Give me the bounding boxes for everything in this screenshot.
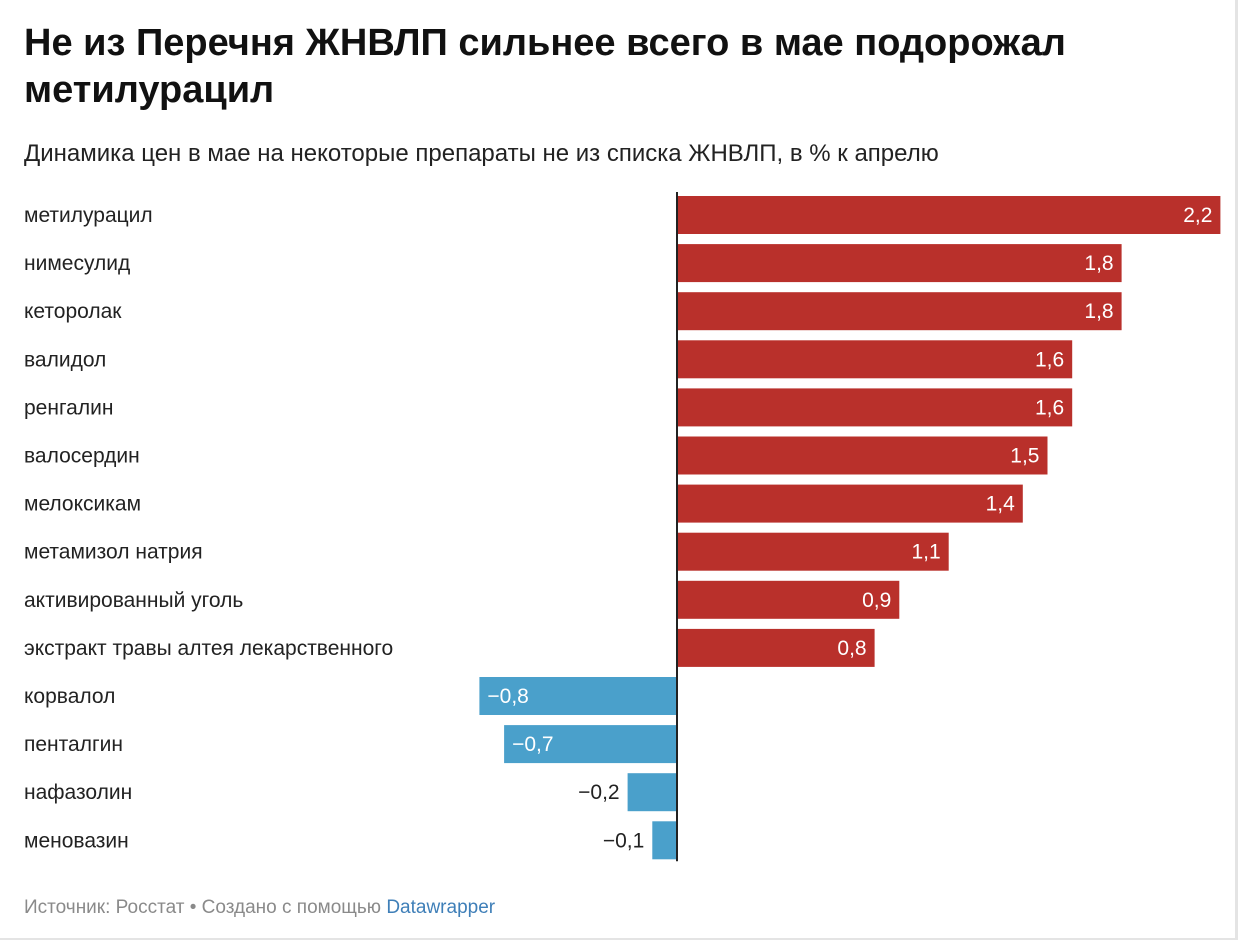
bar [504, 725, 677, 764]
category-label: валидол [24, 348, 106, 371]
category-label: ренгалин [24, 396, 113, 419]
category-label: метилурацил [24, 204, 153, 227]
bar-chart: метилурацил 2,2 нимесулид 1,8 кеторолак 1,8 ва… [24, 192, 1221, 862]
bar [652, 821, 677, 860]
value-label: 2,2 [1183, 204, 1212, 227]
bar [479, 677, 677, 715]
chart-footer: Источник: Росстат • Создано с помощью Da… [24, 897, 495, 919]
chart-title: Не из Перечня ЖНВЛП сильнее всего в мае … [24, 22, 1066, 111]
bar [627, 773, 677, 812]
value-label: −0,7 [512, 733, 553, 756]
value-label: 1,6 [1035, 348, 1064, 371]
footer-separator: • [189, 897, 197, 918]
bar [677, 196, 1221, 234]
category-label: мелоксикам [24, 493, 141, 516]
bar [677, 580, 900, 619]
value-label: −0,8 [487, 685, 528, 708]
category-label: экстракт травы алтея лекарственного [24, 637, 393, 660]
value-label: 1,6 [1035, 396, 1064, 419]
category-label: валосердин [24, 445, 140, 468]
category-label: метамизол натрия [24, 541, 203, 564]
value-label: 0,9 [862, 589, 891, 612]
value-label: 1,1 [911, 541, 940, 564]
bar [677, 532, 949, 571]
category-label: нафазолин [24, 781, 132, 804]
bar [677, 628, 875, 667]
category-label: нимесулид [24, 252, 130, 275]
datawrapper-link[interactable]: Datawrapper [386, 897, 496, 918]
value-label: 1,4 [986, 493, 1016, 516]
bar [677, 484, 1023, 523]
bar [677, 340, 1073, 379]
created-label: Создано с помощью [201, 897, 382, 918]
value-label: 1,8 [1084, 252, 1113, 275]
bar [677, 436, 1048, 475]
bar [677, 244, 1122, 283]
source-label: Источник: Росстат [24, 897, 185, 918]
bar [677, 292, 1122, 331]
value-label: 1,5 [1010, 445, 1039, 468]
value-label: −0,2 [578, 781, 619, 804]
category-label: корвалол [24, 685, 115, 708]
category-label: меновазин [24, 829, 129, 852]
bar [677, 388, 1073, 427]
category-label: кеторолак [24, 300, 122, 323]
value-label: 1,8 [1084, 300, 1113, 323]
category-label: активированный уголь [24, 589, 243, 612]
value-label: −0,1 [603, 829, 644, 852]
category-label: пенталгин [24, 733, 123, 756]
chart-subtitle: Динамика цен в мае на некоторые препарат… [24, 140, 939, 167]
value-label: 0,8 [837, 637, 866, 660]
